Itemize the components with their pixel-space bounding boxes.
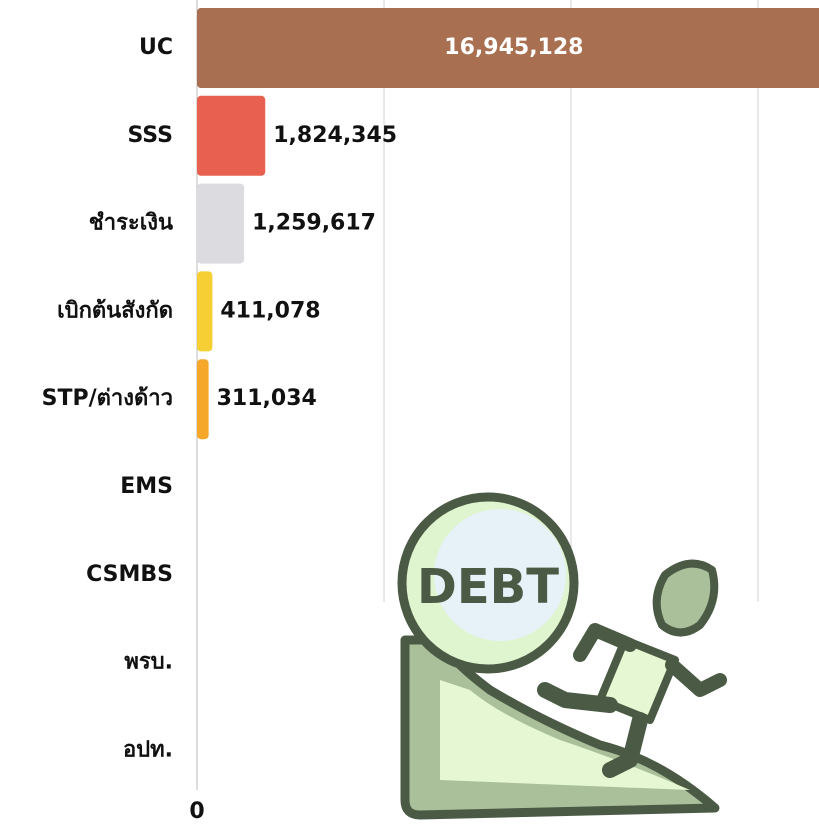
bar	[197, 96, 265, 176]
category-label: SSS	[127, 123, 173, 148]
category-label: พรบ.	[124, 650, 173, 675]
page: 0 UC 16,945,128 SSS 1,824,345 ชำระเงิน 1,259,…	[0, 0, 819, 826]
bar	[197, 271, 212, 351]
category-label: CSMBS	[86, 562, 173, 587]
x-tick-label: 0	[189, 799, 204, 824]
category-label: UC	[139, 35, 173, 60]
category-label: ชำระเงิน	[89, 211, 173, 236]
category-label: อปท.	[123, 737, 173, 762]
category-label: เบิกต้นสังกัด	[57, 298, 173, 323]
debt-illustration: DEBT	[402, 497, 720, 815]
category-label: STP/ต่างด้าว	[42, 386, 173, 411]
value-label: 311,034	[217, 386, 317, 411]
bar	[197, 184, 244, 264]
value-label: 16,945,128	[444, 35, 583, 60]
debt-text: DEBT	[417, 559, 559, 615]
runner-head	[657, 564, 715, 633]
chart: 0 UC 16,945,128 SSS 1,824,345 ชำระเงิน 1,259,…	[0, 0, 819, 826]
bar	[197, 359, 209, 439]
category-label: EMS	[120, 474, 173, 499]
value-label: 411,078	[220, 298, 320, 323]
value-label: 1,824,345	[273, 123, 397, 148]
value-label: 1,259,617	[252, 211, 376, 236]
